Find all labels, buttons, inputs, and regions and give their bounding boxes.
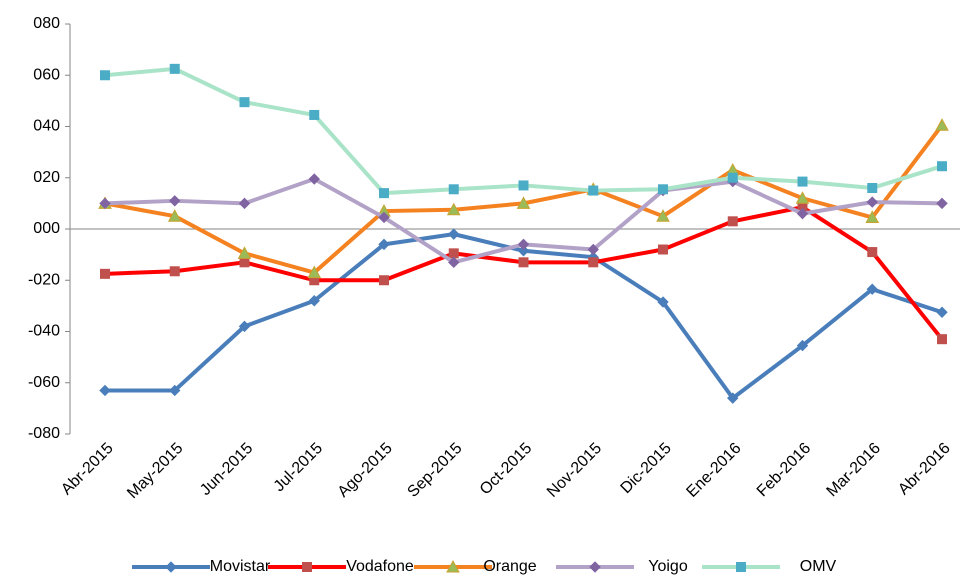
series-marker — [867, 183, 878, 193]
series-marker — [518, 180, 529, 191]
series-marker — [378, 211, 390, 224]
series-marker — [936, 197, 948, 210]
x-tick-label: Ago-2015 — [335, 440, 396, 501]
legend-label: Yoigo — [648, 558, 688, 575]
y-tick-label: -020 — [28, 271, 60, 288]
series-marker — [169, 266, 180, 277]
series-marker — [936, 306, 948, 318]
x-tick-label: Jul-2015 — [271, 440, 327, 496]
series-marker — [307, 265, 322, 279]
series-marker — [588, 185, 599, 196]
series-marker — [797, 176, 808, 187]
series-marker — [239, 257, 250, 268]
series-marker — [517, 238, 530, 251]
series-marker — [448, 228, 460, 240]
legend-label: Movistar — [210, 558, 271, 575]
y-tick-label: 060 — [33, 66, 60, 83]
series-marker — [99, 197, 111, 210]
series-marker — [237, 246, 252, 259]
series-marker — [588, 257, 599, 268]
y-tick-label: 040 — [33, 118, 60, 135]
x-tick-label: Feb-2016 — [754, 440, 815, 501]
x-tick-label: Nov-2015 — [544, 440, 605, 501]
series-marker — [169, 195, 181, 207]
y-tick-label: -060 — [28, 374, 60, 391]
series-marker — [446, 202, 461, 216]
series-marker — [795, 191, 810, 204]
series-marker — [169, 63, 180, 74]
x-tick-label: Oct-2015 — [477, 440, 536, 499]
series-line — [104, 66, 943, 196]
series-marker — [727, 216, 738, 227]
series-marker — [516, 196, 531, 209]
series-marker — [866, 196, 878, 208]
y-tick-label: 080 — [33, 15, 60, 32]
y-tick-label: -080 — [28, 425, 60, 442]
series-line — [104, 205, 944, 341]
x-tick-label: Jun-2015 — [197, 440, 256, 499]
series-marker — [239, 97, 250, 108]
y-tick-label: 020 — [33, 169, 60, 186]
series-marker — [657, 296, 669, 308]
series-marker — [448, 256, 460, 269]
legend-label: Orange — [483, 558, 536, 575]
series-marker — [587, 243, 599, 256]
x-tick-label: Ene-2016 — [683, 440, 744, 501]
series-marker — [379, 275, 389, 286]
legend-marker — [302, 562, 312, 572]
legend-marker — [446, 559, 460, 573]
legend-marker — [736, 562, 746, 572]
series-marker — [796, 207, 809, 220]
series-marker — [517, 245, 530, 257]
series-marker — [379, 188, 389, 199]
series-marker — [727, 392, 739, 404]
series-marker — [727, 172, 738, 183]
y-tick-label: -040 — [28, 323, 60, 340]
series-marker — [867, 247, 878, 258]
series-marker — [658, 184, 668, 195]
series-marker — [238, 320, 251, 333]
series-marker — [100, 70, 110, 81]
series-marker — [937, 334, 947, 345]
series-marker — [448, 248, 459, 259]
series-marker — [238, 197, 251, 210]
series-marker — [937, 161, 947, 172]
legend-label: Vodafone — [346, 558, 414, 575]
series-marker — [866, 283, 878, 295]
y-tick-label: 000 — [33, 220, 60, 237]
series-marker — [935, 118, 949, 131]
series-marker — [656, 209, 670, 222]
series-marker — [658, 244, 668, 255]
series-marker — [309, 109, 320, 120]
series-marker — [99, 384, 111, 397]
legend-marker — [165, 561, 177, 573]
series-marker — [378, 238, 390, 251]
series-marker — [308, 295, 320, 307]
series-marker — [796, 339, 809, 352]
x-tick-label: May-2015 — [124, 440, 186, 502]
x-tick-label: Mar-2016 — [824, 440, 885, 501]
series-marker — [308, 173, 320, 185]
legend-label: OMV — [800, 558, 837, 575]
series-marker — [865, 210, 880, 223]
series-marker — [100, 268, 110, 279]
series-marker — [448, 184, 459, 195]
series-marker — [167, 209, 182, 222]
x-tick-label: Abr-2015 — [58, 440, 117, 499]
x-tick-label: Abr-2016 — [895, 440, 954, 499]
legend-marker — [589, 561, 601, 573]
series-marker — [169, 384, 181, 397]
x-tick-label: Dic-2015 — [618, 440, 675, 497]
series-marker — [518, 257, 529, 268]
x-tick-label: Sep-2015 — [404, 440, 465, 501]
